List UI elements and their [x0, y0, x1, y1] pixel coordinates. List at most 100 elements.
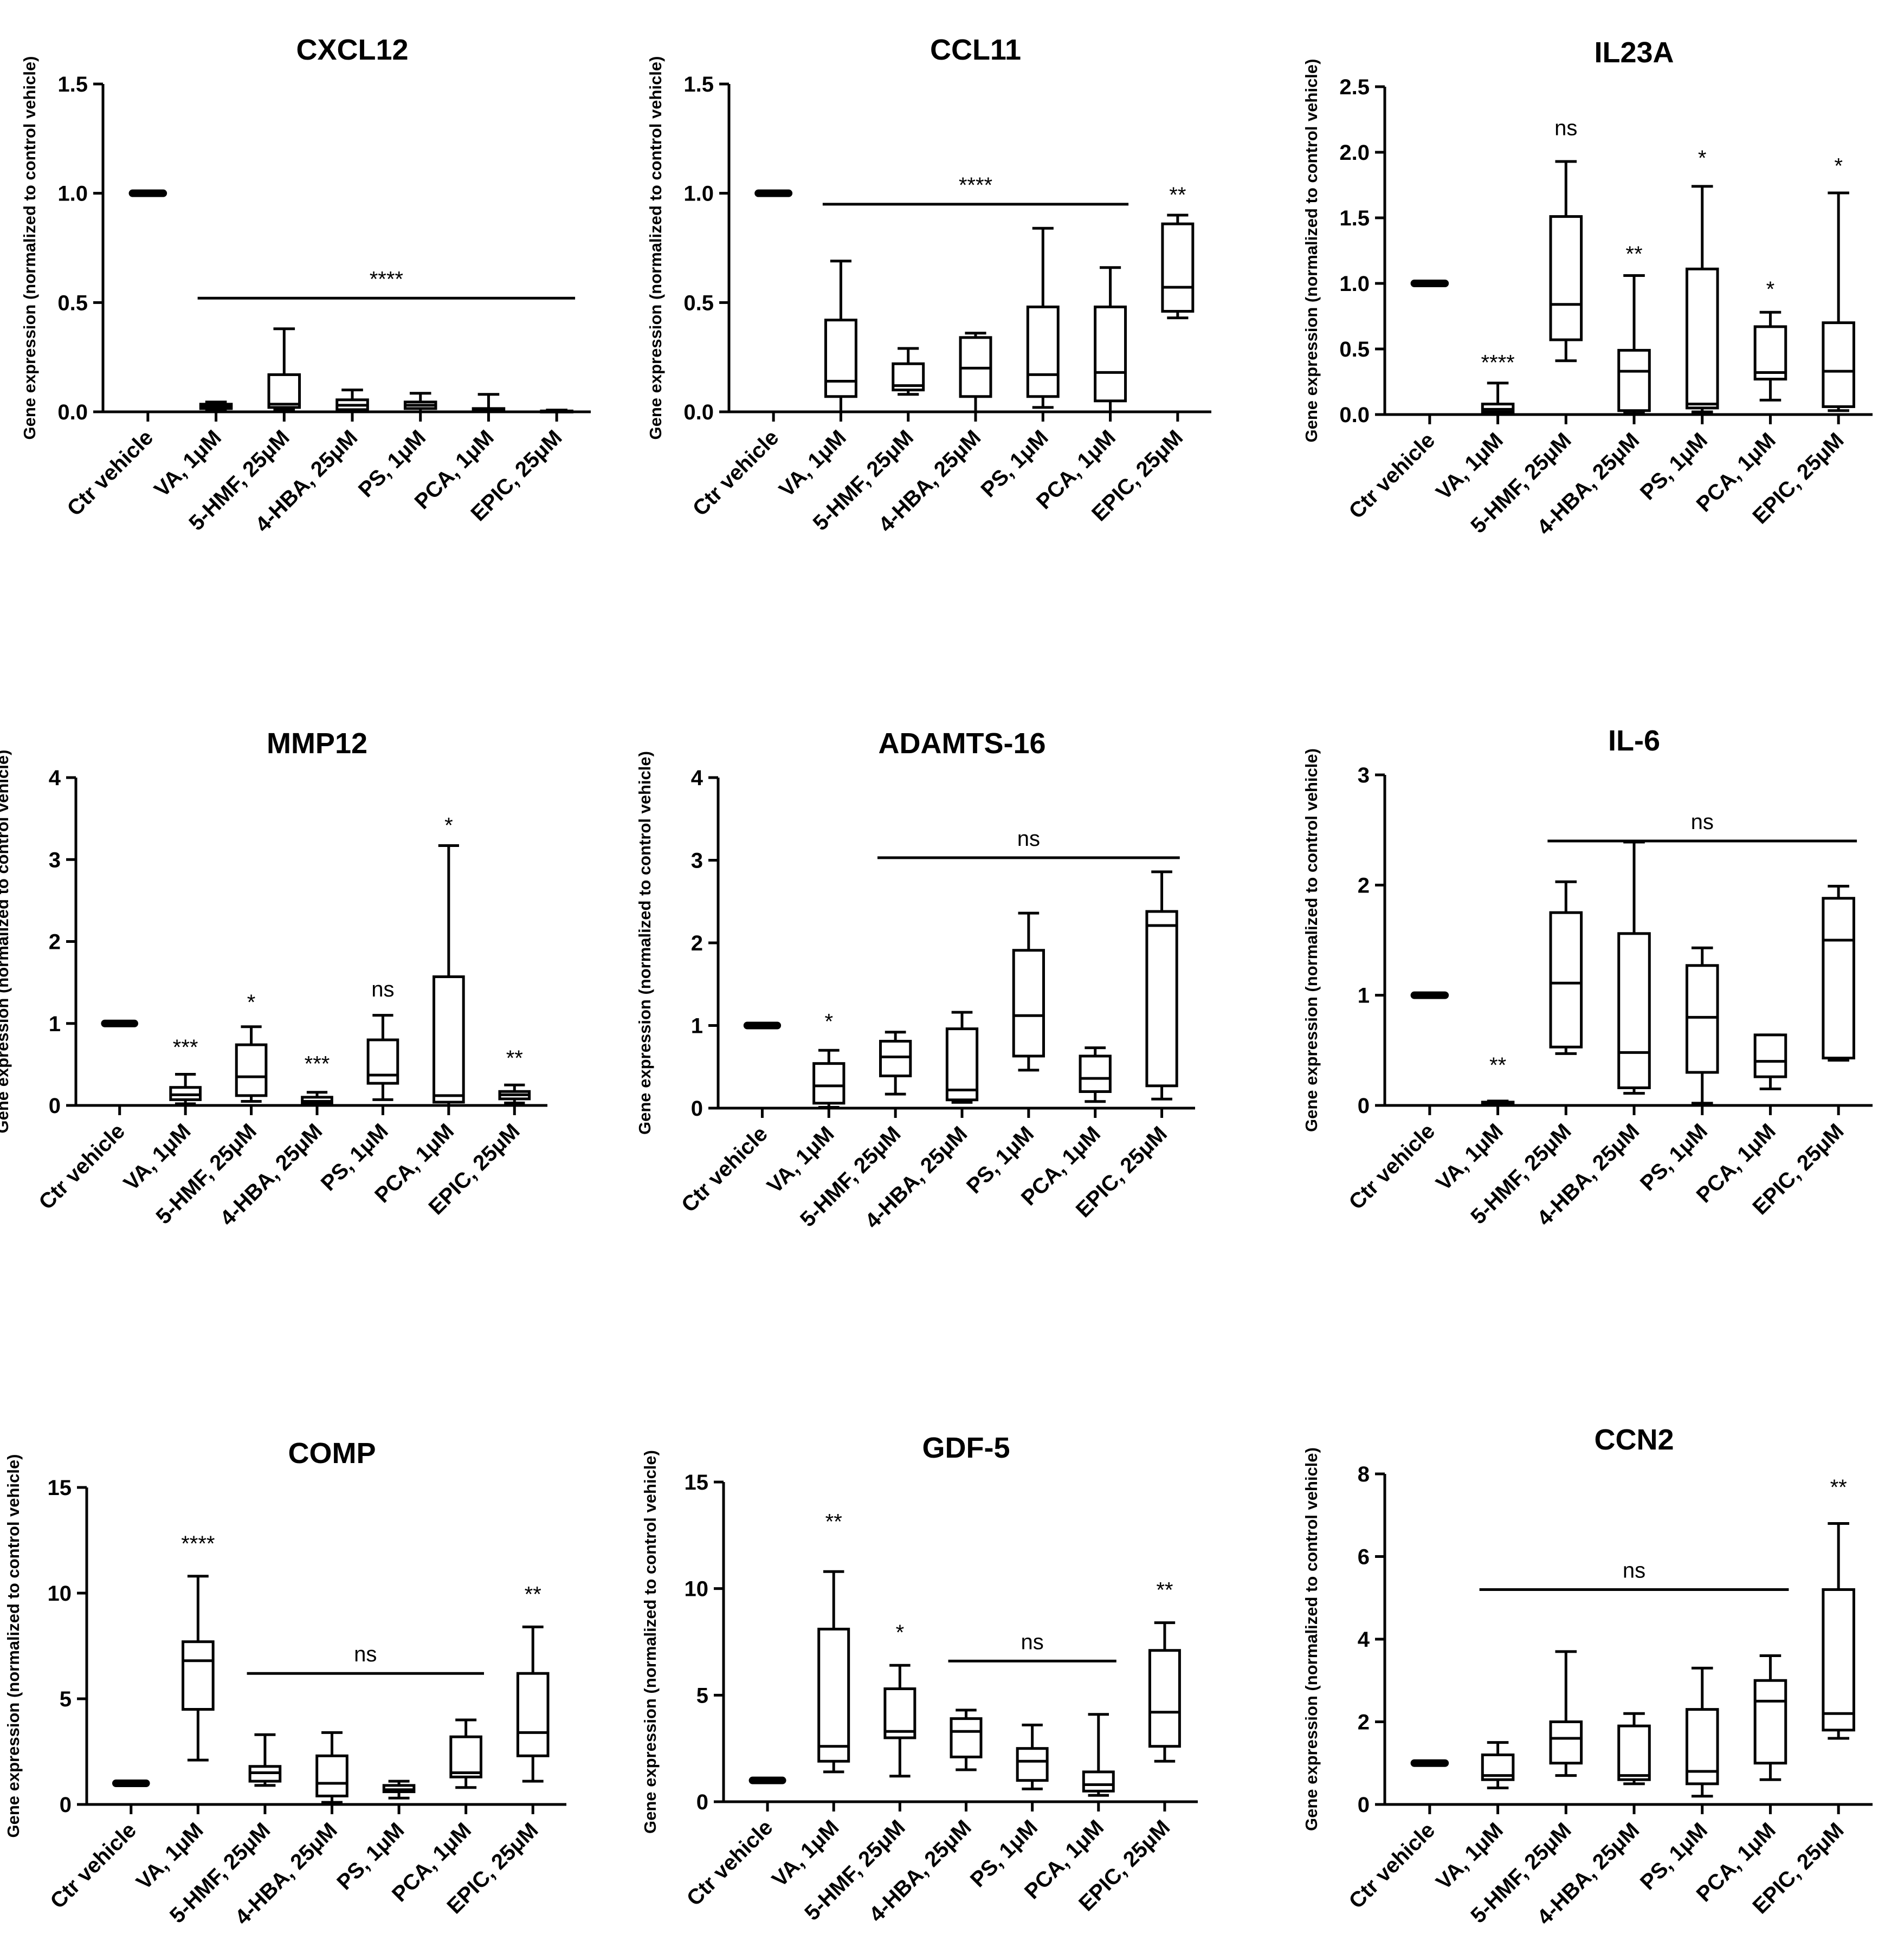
y-tick-label: 0 [696, 1790, 708, 1814]
y-tick-label: 0.0 [57, 400, 88, 424]
box-iqr [1617, 348, 1651, 412]
y-tick-label: 1.5 [683, 73, 714, 96]
box-iqr [1617, 1724, 1651, 1781]
box-7 [540, 409, 573, 413]
box-2 [1481, 1099, 1515, 1107]
box-3 [883, 1664, 916, 1778]
box-7 [1822, 1522, 1855, 1740]
chart-panel-8: GDF-5 Gene expression (normalized to cont… [641, 1432, 1198, 1927]
box-7 [1148, 1621, 1181, 1763]
significance-label: *** [305, 1052, 330, 1076]
box-2 [182, 1575, 215, 1762]
significance-label: *** [173, 1036, 198, 1059]
chart-panel-3: IL23A Gene expression (normalized to cont… [1302, 36, 1873, 540]
y-tick-label: 1 [1358, 984, 1370, 1008]
chart-title: CCL11 [930, 34, 1021, 66]
significance-label: ** [525, 1583, 541, 1607]
y-axis-label: Gene expression (normalized to control v… [646, 56, 665, 439]
y-tick-label: 8 [1358, 1463, 1370, 1486]
significance-label: ** [1156, 1578, 1173, 1602]
y-tick-label: 2 [49, 930, 61, 954]
significance-label: ns [1554, 117, 1577, 140]
y-tick-label: 1.5 [1339, 206, 1370, 230]
box-iqr [1822, 897, 1855, 1060]
chart-title: CCN2 [1594, 1424, 1674, 1456]
y-tick-label: 0 [1358, 1094, 1370, 1118]
significance-label: ns [1623, 1559, 1645, 1583]
chart-title: COMP [288, 1437, 376, 1470]
y-tick-label: 4 [49, 766, 61, 790]
box-6 [433, 844, 465, 1107]
chart-title: CXCL12 [296, 34, 408, 66]
box-iqr [1549, 1720, 1583, 1765]
x-category-label: Ctr vehicle [34, 1119, 130, 1214]
y-tick-label: 5 [696, 1684, 708, 1707]
box-6 [1753, 1033, 1787, 1090]
box-iqr [1161, 222, 1195, 313]
chart-title: GDF-5 [922, 1432, 1010, 1464]
box-iqr [945, 1027, 979, 1102]
box-4 [1617, 274, 1651, 415]
box-iqr [1753, 1033, 1787, 1078]
chart-panel-5: ADAMTS-16 Gene expression (normalized to … [635, 727, 1195, 1233]
box-iqr [433, 975, 465, 1104]
y-tick-label: 0 [691, 1097, 703, 1121]
chart-panel-1: CXCL12 Gene expression (normalized to con… [20, 34, 591, 537]
box-iqr [1082, 1770, 1115, 1793]
box-iqr [182, 1640, 215, 1711]
significance-label: ** [1169, 183, 1186, 207]
box-5 [403, 392, 437, 413]
box-iqr [824, 319, 857, 398]
box-5 [1685, 185, 1719, 413]
box-3 [879, 1031, 912, 1096]
significance-label: ** [1625, 242, 1642, 266]
y-axis-label: Gene expression (normalized to control v… [20, 56, 39, 439]
chart-panel-7: COMP Gene expression (normalized to contr… [4, 1437, 566, 1930]
box-iqr [449, 1735, 482, 1778]
x-category-label: Ctr vehicle [677, 1122, 772, 1217]
box-5 [1685, 946, 1719, 1105]
box-6 [449, 1718, 482, 1789]
y-tick-label: 2 [691, 931, 703, 955]
chart-title: ADAMTS-16 [878, 727, 1045, 760]
box-3 [267, 327, 301, 411]
y-axis-label: Gene expression (normalized to control v… [4, 1454, 23, 1837]
significance-label: ns [1017, 827, 1040, 851]
box-7 [1822, 191, 1855, 412]
y-tick-label: 1 [49, 1012, 61, 1036]
box-4 [950, 1709, 983, 1771]
y-axis-label: Gene expression (normalized to control v… [1302, 59, 1321, 442]
box-6 [1079, 1046, 1112, 1103]
box-6 [1753, 1654, 1787, 1781]
box-3 [1549, 1650, 1583, 1777]
y-tick-label: 2.5 [1339, 75, 1370, 99]
significance-label: * [1766, 277, 1775, 301]
significance-label: * [896, 1621, 905, 1645]
x-category-label: Ctr vehicle [1344, 1119, 1440, 1214]
significance-label: * [444, 813, 453, 837]
box-iqr [817, 1627, 850, 1763]
significance-label: * [824, 1010, 833, 1034]
y-tick-label: 4 [1358, 1628, 1370, 1652]
x-category-label: Ctr vehicle [1344, 428, 1440, 523]
box-iqr [516, 1672, 550, 1757]
y-tick-label: 0 [49, 1094, 61, 1118]
y-tick-label: 2 [1358, 874, 1370, 897]
y-tick-label: 15 [48, 1476, 72, 1500]
box-iqr [1753, 325, 1787, 381]
chart-title: IL23A [1594, 36, 1674, 69]
y-tick-label: 5 [60, 1687, 72, 1711]
significance-label: ns [371, 978, 394, 1001]
y-tick-label: 0.0 [683, 400, 714, 424]
y-tick-label: 3 [1358, 764, 1370, 787]
box-iqr [1094, 305, 1127, 403]
y-axis-label: Gene expression (normalized to control v… [635, 751, 654, 1135]
y-tick-label: 15 [685, 1471, 709, 1494]
chart-panel-4: MMP12 Gene expression (normalized to cont… [0, 727, 547, 1231]
box-3 [1549, 160, 1583, 363]
y-tick-label: 10 [685, 1577, 709, 1601]
box-3 [248, 1733, 282, 1787]
y-tick-label: 10 [48, 1582, 72, 1606]
box-5 [1016, 1723, 1049, 1790]
y-tick-label: 4 [691, 766, 703, 790]
